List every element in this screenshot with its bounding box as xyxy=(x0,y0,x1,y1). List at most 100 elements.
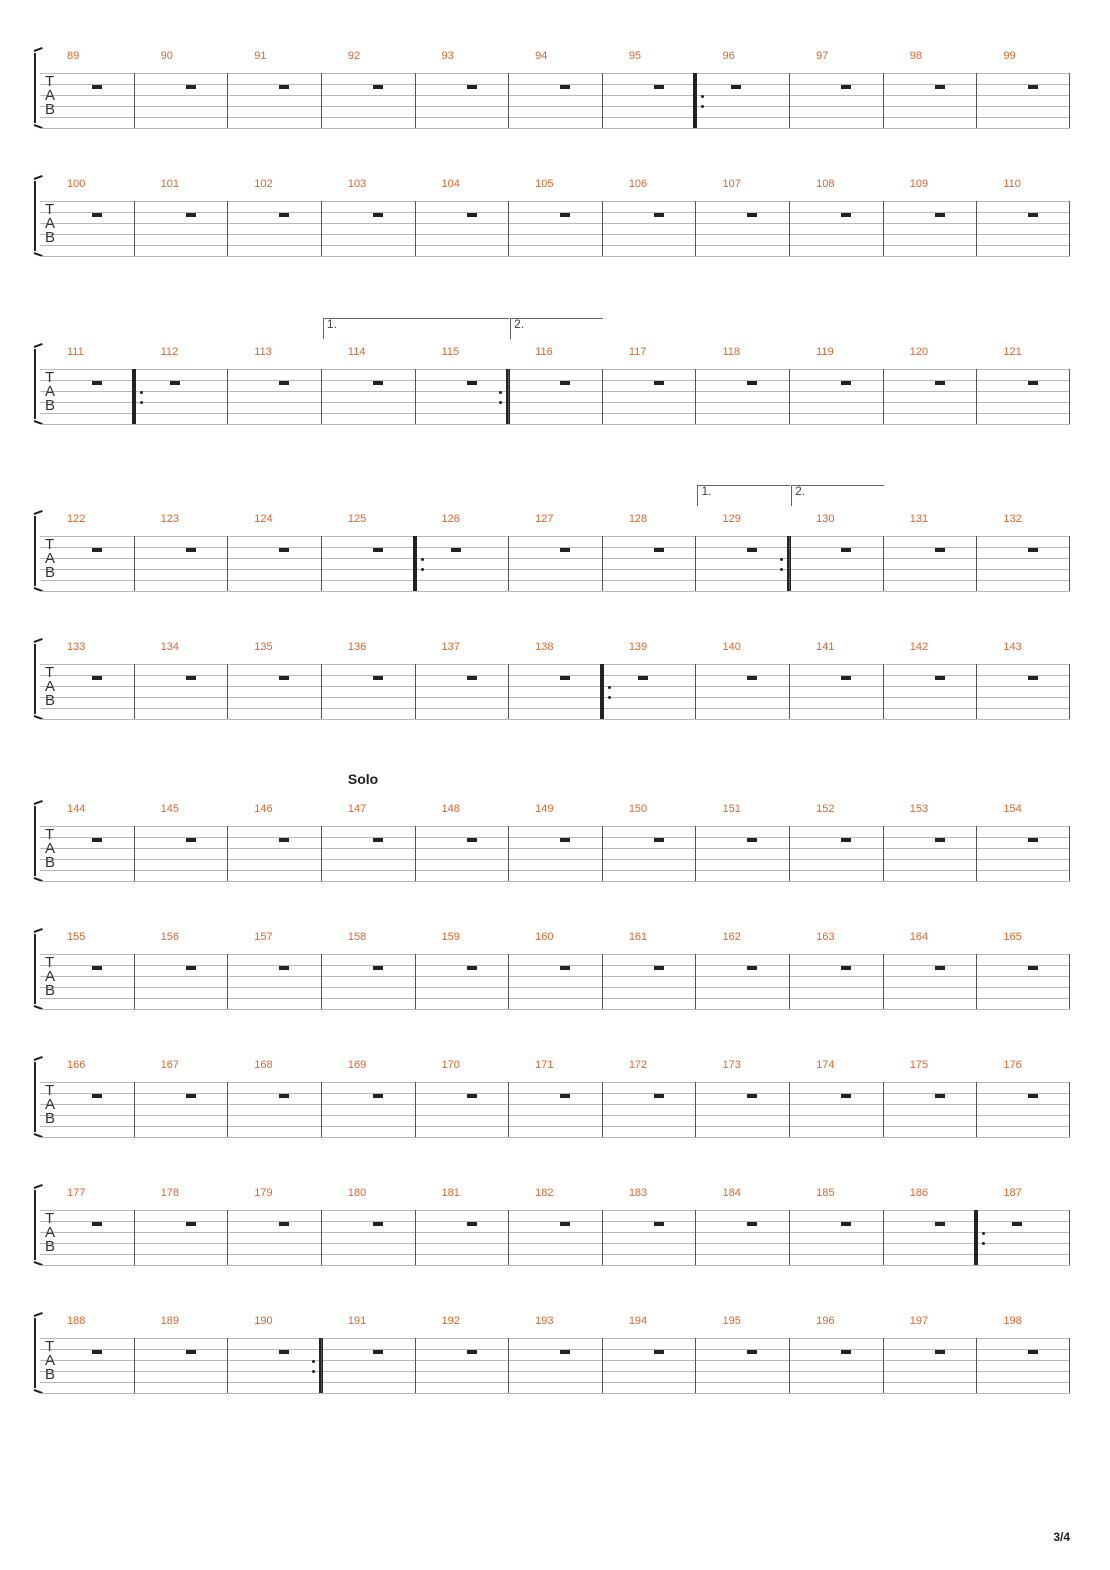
barline xyxy=(695,826,697,881)
measure-number: 146 xyxy=(254,803,273,815)
measure-number: 173 xyxy=(722,1059,741,1071)
whole-rest xyxy=(934,85,945,89)
barline xyxy=(227,536,229,591)
measure-number: 100 xyxy=(67,178,86,190)
barline xyxy=(320,1082,322,1137)
whole-rest xyxy=(1028,1094,1039,1098)
barline xyxy=(601,1082,603,1137)
measure-number: 147 xyxy=(347,803,367,815)
system-bracket xyxy=(34,1190,42,1260)
tab-system: T A B 111 112 113 114 115 116 117 118 119 120 121 1. 2. xyxy=(0,317,1110,441)
measure-number: 111 xyxy=(67,346,84,358)
staff-line xyxy=(40,1115,1070,1116)
measure-number: 142 xyxy=(909,641,929,653)
barline xyxy=(601,954,603,1009)
whole-rest xyxy=(841,1094,852,1098)
barline xyxy=(601,1210,603,1265)
measure-number: 107 xyxy=(722,178,741,190)
barline xyxy=(320,369,322,424)
whole-rest xyxy=(560,1222,571,1226)
tab-clef-letter: B xyxy=(45,564,56,581)
tab-clef-letter: B xyxy=(45,982,56,999)
staff-line xyxy=(40,987,1070,988)
barline xyxy=(601,536,603,591)
tab-clef-letter: B xyxy=(45,1238,56,1255)
system-bracket xyxy=(34,53,42,123)
barline xyxy=(133,664,135,719)
whole-rest xyxy=(372,85,383,89)
repeat-dot xyxy=(607,686,611,689)
whole-rest xyxy=(637,676,648,680)
barline xyxy=(695,369,697,424)
repeat-dot xyxy=(780,568,784,571)
whole-rest xyxy=(747,838,758,842)
system-bracket xyxy=(34,516,42,586)
staff-line xyxy=(40,413,1070,414)
repeat-start-bar xyxy=(131,369,136,424)
barline xyxy=(227,1082,229,1137)
measure-number: 172 xyxy=(628,1059,648,1071)
measure-number: 152 xyxy=(816,803,835,815)
measure-number: 96 xyxy=(722,50,735,62)
whole-rest xyxy=(560,213,571,217)
measure-number: 103 xyxy=(347,178,367,190)
barline xyxy=(882,1338,884,1393)
measure-number: 194 xyxy=(628,1315,648,1327)
whole-rest xyxy=(372,1094,383,1098)
measure-number: 149 xyxy=(535,803,554,815)
measure-number: 117 xyxy=(628,346,647,358)
barline xyxy=(976,73,978,128)
measure-number: 171 xyxy=(535,1059,554,1071)
staff-line xyxy=(40,95,1070,96)
measure-number: 122 xyxy=(67,513,86,525)
whole-rest xyxy=(372,381,383,385)
repeat-dot xyxy=(499,391,503,394)
barline xyxy=(414,1210,416,1265)
measure-number: 97 xyxy=(816,50,829,62)
whole-rest xyxy=(466,838,477,842)
measure-number: 162 xyxy=(722,931,741,943)
whole-rest xyxy=(841,548,852,552)
barline xyxy=(882,201,884,256)
measure-number: 170 xyxy=(441,1059,460,1071)
barline xyxy=(508,201,510,256)
whole-rest xyxy=(841,966,852,970)
measure-number: 120 xyxy=(909,346,929,358)
barline xyxy=(695,664,697,719)
whole-rest xyxy=(934,838,945,842)
whole-rest xyxy=(934,1350,945,1354)
volta-bracket: 1. xyxy=(322,317,510,339)
measure-number: 158 xyxy=(347,931,367,943)
measure-number: 133 xyxy=(67,641,86,653)
barline xyxy=(227,1210,229,1265)
staff-line xyxy=(40,686,1070,687)
barline xyxy=(1069,369,1070,424)
staff-line xyxy=(40,881,1070,882)
barline xyxy=(133,1082,135,1137)
whole-rest xyxy=(279,1350,290,1354)
staff-line xyxy=(40,547,1070,548)
barline xyxy=(227,73,229,128)
barline xyxy=(882,73,884,128)
staff-line xyxy=(40,245,1070,246)
whole-rest xyxy=(841,838,852,842)
barline xyxy=(133,201,135,256)
staff-line xyxy=(40,1382,1070,1383)
whole-rest xyxy=(841,213,852,217)
measure-number: 139 xyxy=(628,641,648,653)
barline xyxy=(976,536,978,591)
barline xyxy=(601,73,603,128)
staff-line xyxy=(40,391,1070,392)
staff-line xyxy=(40,708,1070,709)
whole-rest xyxy=(653,381,664,385)
tab-clef-letter: B xyxy=(45,397,56,414)
measure-number: 128 xyxy=(628,513,648,525)
barline xyxy=(1069,826,1070,881)
measure-number: 188 xyxy=(67,1315,86,1327)
measure-number: 112 xyxy=(160,346,179,358)
whole-rest xyxy=(747,1222,758,1226)
